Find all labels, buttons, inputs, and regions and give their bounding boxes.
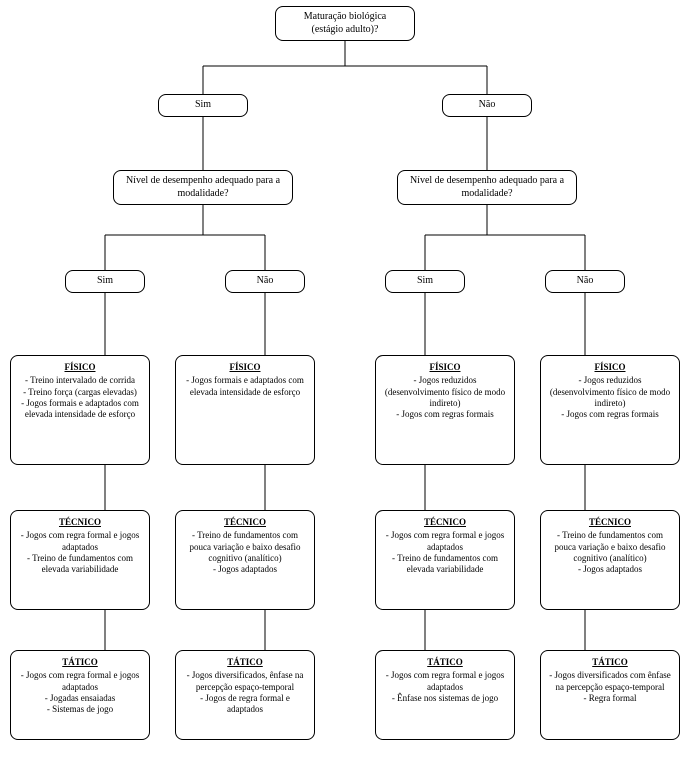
level2-nao-right: Não [545,270,625,293]
box-item: - Jogos com regra formal e jogos adaptad… [382,530,508,553]
box-item: - Jogos diversificados, ênfase na percep… [182,670,308,693]
box-item: - Treino força (cargas elevadas) [17,387,143,398]
box-title: TÁTICO [182,657,308,668]
box-b-tatico: TÁTICO - Jogos diversificados, ênfase na … [175,650,315,740]
box-item: - Jogos diversificados com ênfase na per… [547,670,673,693]
box-d-tecnico: TÉCNICO - Treino de fundamentos com pouca… [540,510,680,610]
box-item: - Jogos com regras formais [547,409,673,420]
box-item: - Regra formal [547,693,673,704]
box-item: - Jogos adaptados [182,564,308,575]
box-item: - Ênfase nos sistemas de jogo [382,693,508,704]
box-title: FÍSICO [182,362,308,373]
box-c-tatico: TÁTICO - Jogos com regra formal e jogos a… [375,650,515,740]
box-item: - Jogos reduzidos (desenvolvimento físic… [382,375,508,409]
box-item: - Jogos com regra formal e jogos adaptad… [17,670,143,693]
root-line1: Maturação biológica [304,11,386,22]
level1-sim: Sim [158,94,248,117]
level2-nao-left: Não [225,270,305,293]
level2-sim-right: Sim [385,270,465,293]
box-title: TÁTICO [382,657,508,668]
box-a-fisico: FÍSICO - Treino intervalado de corrida- T… [10,355,150,465]
box-c-fisico: FÍSICO - Jogos reduzidos (desenvolvimento… [375,355,515,465]
box-d-fisico: FÍSICO - Jogos reduzidos (desenvolvimento… [540,355,680,465]
box-b-fisico: FÍSICO - Jogos formais e adaptados com el… [175,355,315,465]
box-title: TÉCNICO [382,517,508,528]
box-d-tatico: TÁTICO - Jogos diversificados com ênfase … [540,650,680,740]
box-item: - Jogos reduzidos (desenvolvimento físic… [547,375,673,409]
box-b-tecnico: TÉCNICO - Treino de fundamentos com pouca… [175,510,315,610]
box-a-tecnico: TÉCNICO - Jogos com regra formal e jogos … [10,510,150,610]
level1-nao: Não [442,94,532,117]
root-node: Maturação biológica (estágio adulto)? [275,6,415,41]
box-item: - Treino de fundamentos com elevada vari… [382,553,508,576]
box-item: - Jogos com regra formal e jogos adaptad… [382,670,508,693]
level2-sim-left: Sim [65,270,145,293]
root-line2: (estágio adulto)? [312,24,379,35]
box-item: - Jogos adaptados [547,564,673,575]
box-item: - Jogos de regra formal e adaptados [182,693,308,716]
question-right: Nível de desempenho adequado para a moda… [397,170,577,205]
box-item: - Jogos com regra formal e jogos adaptad… [17,530,143,553]
box-title: TÉCNICO [182,517,308,528]
box-title: FÍSICO [382,362,508,373]
box-a-tatico: TÁTICO - Jogos com regra formal e jogos a… [10,650,150,740]
box-title: TÉCNICO [17,517,143,528]
box-c-tecnico: TÉCNICO - Jogos com regra formal e jogos … [375,510,515,610]
box-item: - Jogos com regras formais [382,409,508,420]
box-title: TÁTICO [547,657,673,668]
box-item: - Treino intervalado de corrida [17,375,143,386]
box-title: FÍSICO [17,362,143,373]
box-item: - Treino de fundamentos com elevada vari… [17,553,143,576]
box-item: - Treino de fundamentos com pouca variaç… [547,530,673,564]
box-item: - Treino de fundamentos com pouca variaç… [182,530,308,564]
box-title: TÉCNICO [547,517,673,528]
box-item: - Sistemas de jogo [17,704,143,715]
question-left: Nível de desempenho adequado para a moda… [113,170,293,205]
box-title: TÁTICO [17,657,143,668]
box-title: FÍSICO [547,362,673,373]
box-item: - Jogos formais e adaptados com elevada … [182,375,308,398]
box-item: - Jogos formais e adaptados com elevada … [17,398,143,421]
box-item: - Jogadas ensaiadas [17,693,143,704]
